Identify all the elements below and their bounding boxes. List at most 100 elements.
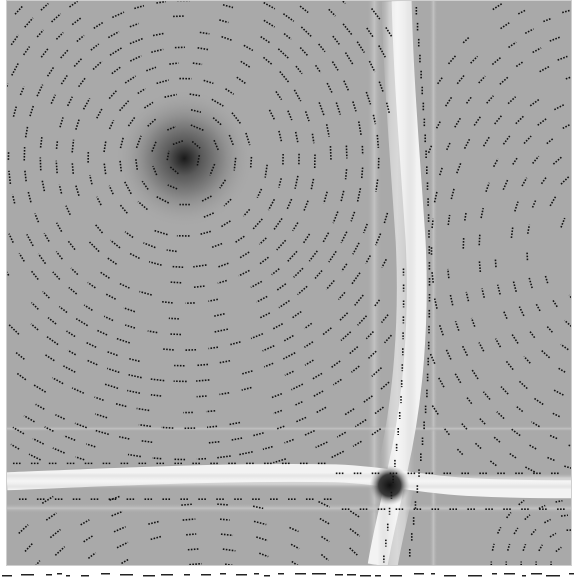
caption-ink-mark <box>21 574 34 576</box>
streamline-dash <box>352 242 360 255</box>
streamline-dash <box>166 150 170 161</box>
streamline-dash <box>109 47 123 56</box>
streamline-dash <box>148 520 160 525</box>
streamline-dash <box>250 280 263 289</box>
streamline-dash <box>156 195 170 204</box>
streamline-dash <box>37 253 47 265</box>
streamline-dash <box>433 191 438 203</box>
caption-ink-mark <box>66 575 70 577</box>
streamline-dash <box>275 283 287 292</box>
streamline-dash <box>26 233 34 247</box>
streamline-dash <box>200 230 211 236</box>
streamline-dash <box>482 136 491 147</box>
streamline-dash <box>14 5 24 15</box>
streamline-dash <box>74 184 80 196</box>
streamline-dash <box>538 544 543 552</box>
streamline-dash <box>320 553 330 562</box>
streamline-dash <box>192 62 203 66</box>
streamline-dash <box>374 406 384 415</box>
streamline-dash <box>129 55 142 62</box>
caption-ink-mark <box>264 575 270 577</box>
streamline-dash <box>115 402 127 408</box>
streamline-dash <box>275 425 285 430</box>
streamline-dash <box>531 421 540 428</box>
streamline-dash <box>136 407 150 412</box>
streamline-dash <box>515 115 525 125</box>
streamline-dash <box>103 162 107 175</box>
streamline-dash <box>508 452 517 459</box>
streamline-dash <box>374 233 382 246</box>
streamline-dash <box>538 504 546 510</box>
streamline-dash <box>523 355 531 364</box>
streamline-dash <box>83 535 94 543</box>
streamline-dash <box>151 140 158 152</box>
streamline-dash <box>92 60 103 71</box>
streamline-dash <box>349 528 361 537</box>
caption-ink-mark <box>468 575 482 577</box>
streamline-dash <box>42 290 50 299</box>
streamline-dash <box>340 263 348 272</box>
caption-ink-mark <box>312 573 326 575</box>
caption-ink-mark <box>444 575 456 577</box>
streamline-dash <box>85 341 97 348</box>
streamline-dash <box>272 409 283 415</box>
streamline-dash <box>293 267 304 278</box>
streamline-dash <box>340 190 345 202</box>
streamline-dash <box>295 416 307 423</box>
streamline-dash <box>557 367 566 373</box>
streamline-dash <box>39 135 43 148</box>
streamline-dash <box>238 269 250 277</box>
streamline-dash <box>11 63 19 76</box>
streamline-dash <box>30 270 39 281</box>
caption-ink-mark <box>360 575 371 577</box>
streamline-dash <box>544 518 551 524</box>
streamline-dash <box>321 535 330 543</box>
caption-ink-mark <box>492 573 497 575</box>
streamline-dash <box>45 512 57 521</box>
streamline-dash <box>278 130 283 143</box>
caption-strip <box>0 570 577 583</box>
streamline-dash <box>328 250 337 263</box>
streamline-dash <box>548 434 558 440</box>
streamline-dash <box>116 541 129 549</box>
streamline-dash <box>193 285 205 289</box>
streamline-dash <box>356 41 366 54</box>
streamline-dash <box>429 352 436 365</box>
streamline-dash <box>111 510 124 517</box>
streamline-dash <box>339 312 349 321</box>
streamline-dash <box>111 11 125 19</box>
streamline-dash <box>549 532 557 538</box>
streamline-dash <box>87 552 97 559</box>
streamline-dash <box>291 560 299 565</box>
streamline-dash <box>75 456 85 461</box>
streamline-dash <box>371 367 383 377</box>
streamline-dash <box>34 213 40 223</box>
streamline-dash <box>71 387 85 394</box>
streamline-dash <box>108 185 114 195</box>
flow-field-canvas <box>7 1 571 565</box>
streamline-dash <box>562 123 571 130</box>
streamline-dash <box>524 514 531 521</box>
streamline-dash <box>533 397 544 406</box>
streamline-dash <box>231 112 241 124</box>
streamline-dash <box>540 176 548 185</box>
streamline-dash <box>555 546 562 553</box>
main-vortex-core <box>114 88 255 229</box>
streamline-dash <box>326 82 333 94</box>
streamline-dash <box>299 46 309 57</box>
caption-ink-mark <box>522 575 526 577</box>
streamline-dash <box>502 178 509 191</box>
streamline-dash <box>553 389 564 396</box>
streamline-dash <box>562 9 571 14</box>
caption-ink-mark <box>431 573 435 575</box>
streamline-dash <box>18 252 25 262</box>
streamline-dash <box>93 21 104 29</box>
streamline-dash <box>563 465 571 469</box>
streamline-dash <box>164 93 178 98</box>
streamline-dash <box>284 370 294 377</box>
streamline-dash <box>138 423 152 428</box>
streamline-dash <box>128 357 140 363</box>
streamline-dash <box>73 57 83 68</box>
streamline-dash <box>303 322 313 330</box>
streamline-dash <box>560 343 569 351</box>
